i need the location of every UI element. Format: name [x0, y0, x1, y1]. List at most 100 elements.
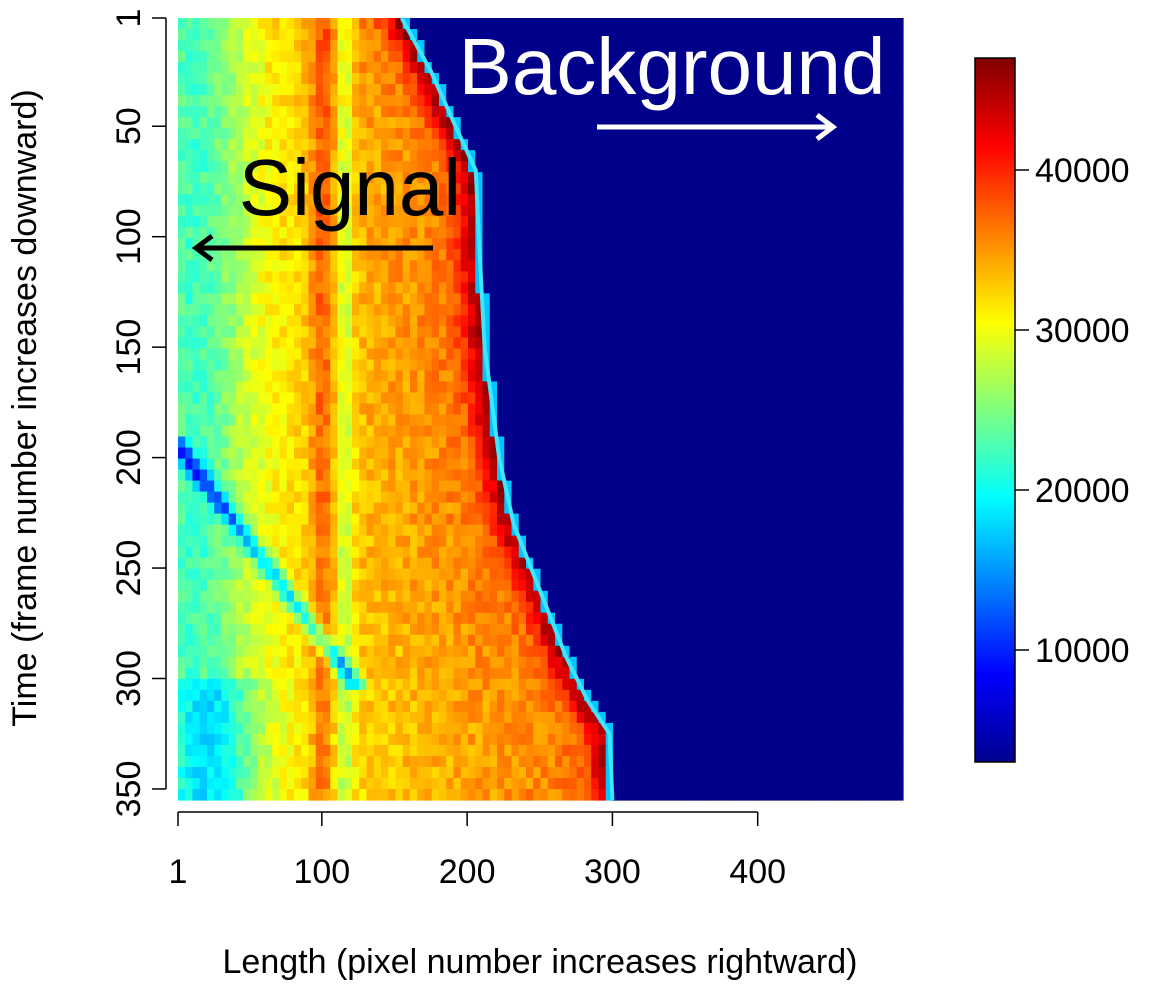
heatmap-cell [373, 326, 382, 338]
heatmap-cell [286, 95, 295, 107]
heatmap-cell [250, 414, 259, 427]
heatmap-cell [794, 238, 803, 250]
heatmap-cell [663, 29, 672, 41]
heatmap-cell [714, 161, 723, 173]
heatmap-cell [823, 106, 832, 118]
heatmap-cell [207, 491, 215, 504]
heatmap-cell [678, 260, 687, 272]
heatmap-cell [373, 150, 382, 162]
heatmap-cell [649, 326, 658, 338]
heatmap-cell [569, 293, 578, 305]
heatmap-cell [743, 18, 752, 30]
heatmap-cell [344, 238, 353, 250]
heatmap-cell [613, 128, 621, 140]
heatmap-cell [178, 183, 186, 195]
heatmap-cell [562, 392, 571, 405]
heatmap-cell [424, 392, 433, 405]
heatmap-cell [656, 249, 665, 261]
heatmap-cell [758, 172, 766, 184]
heatmap-cell [410, 458, 418, 471]
heatmap-cell [388, 524, 397, 537]
heatmap-cell [750, 370, 759, 383]
heatmap-cell [779, 139, 788, 151]
heatmap-cell [417, 546, 426, 559]
heatmap-cell [620, 282, 629, 294]
heatmap-cell [265, 183, 273, 195]
heatmap-cell [787, 260, 795, 272]
heatmap-cell [772, 458, 781, 471]
heatmap-cell [816, 557, 824, 570]
heatmap-cell [634, 557, 643, 570]
heatmap-cell [221, 304, 230, 316]
heatmap-cell [504, 403, 513, 416]
heatmap-cell [540, 359, 549, 372]
heatmap-cell [511, 161, 520, 173]
heatmap-cell [511, 381, 520, 394]
heatmap-cell [729, 128, 737, 140]
heatmap-cell [678, 161, 687, 173]
heatmap-cell [620, 491, 629, 504]
heatmap-cell [547, 326, 556, 338]
heatmap-cell [555, 337, 563, 350]
heatmap-cell [518, 337, 527, 350]
heatmap-cell [779, 18, 788, 30]
heatmap-cell [221, 546, 230, 559]
heatmap-cell [352, 546, 360, 559]
heatmap-cell [185, 150, 194, 162]
heatmap-cell [772, 106, 781, 118]
heatmap-cell [279, 29, 288, 41]
heatmap-cell [439, 238, 447, 250]
heatmap-cell [257, 161, 266, 173]
heatmap-cell [743, 40, 752, 52]
heatmap-cell [475, 557, 484, 570]
heatmap-cell [301, 469, 310, 482]
heatmap-cell [344, 40, 353, 52]
heatmap-cell [794, 128, 803, 140]
heatmap-cell [526, 414, 534, 427]
heatmap-cell [497, 18, 505, 30]
heatmap-cell [591, 238, 600, 250]
heatmap-cell [584, 238, 592, 250]
heatmap-cell [199, 513, 208, 526]
heatmap-cell [243, 359, 252, 372]
heatmap-cell [279, 150, 288, 162]
heatmap-cell [547, 315, 556, 327]
heatmap-cell [678, 29, 687, 41]
heatmap-cell [620, 403, 629, 416]
heatmap-cell [663, 414, 672, 427]
heatmap-cell [518, 458, 527, 471]
heatmap-cell [265, 348, 273, 361]
heatmap-cell [714, 447, 723, 460]
heatmap-cell [772, 205, 781, 217]
heatmap-cell [837, 62, 846, 74]
heatmap-cell [881, 260, 890, 272]
heatmap-cell [671, 557, 679, 570]
heatmap-cell [228, 293, 237, 305]
heatmap-cell [714, 172, 723, 184]
heatmap-cell [446, 128, 455, 140]
heatmap-cell [562, 348, 571, 361]
heatmap-cell [591, 326, 600, 338]
heatmap-cell [736, 304, 745, 316]
heatmap-cell [678, 436, 687, 449]
heatmap-cell [388, 304, 397, 316]
heatmap-cell [497, 260, 505, 272]
heatmap-cell [598, 491, 607, 504]
heatmap-cell [794, 293, 803, 305]
heatmap-cell [656, 161, 665, 173]
heatmap-cell [504, 370, 513, 383]
heatmap-cell [750, 480, 759, 493]
heatmap-cell [286, 293, 295, 305]
heatmap-cell [852, 414, 861, 427]
heatmap-cell [279, 557, 288, 570]
heatmap-cell [359, 392, 368, 405]
heatmap-cell [598, 62, 607, 74]
heatmap-cell [736, 337, 745, 350]
heatmap-cell [221, 381, 230, 394]
heatmap-cell [700, 348, 708, 361]
heatmap-cell [359, 436, 368, 449]
heatmap-cell [642, 403, 650, 416]
heatmap-cell [866, 458, 875, 471]
heatmap-cell [468, 447, 476, 460]
heatmap-cell [265, 535, 273, 548]
